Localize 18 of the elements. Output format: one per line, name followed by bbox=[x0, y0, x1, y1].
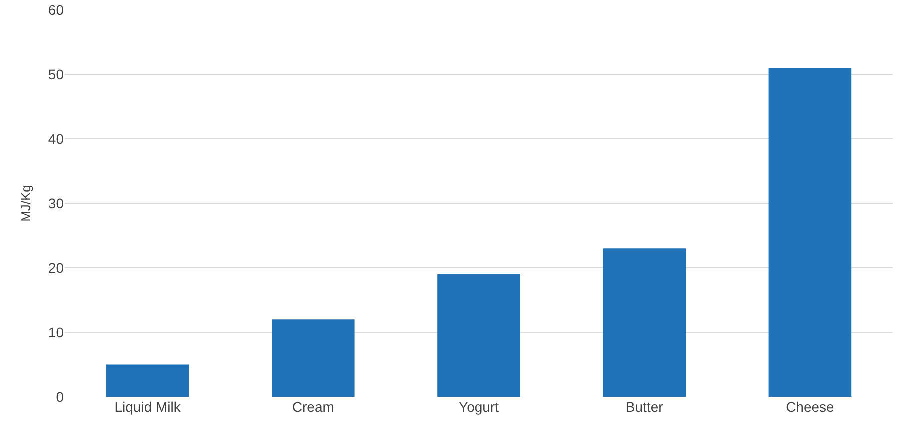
x-tick-label: Butter bbox=[626, 399, 664, 415]
x-tick-label: Yogurt bbox=[459, 399, 500, 415]
bar bbox=[438, 274, 520, 397]
y-axis-title: MJ/Kg bbox=[18, 185, 34, 222]
bar bbox=[272, 320, 355, 397]
y-tick-label: 40 bbox=[48, 130, 64, 147]
y-tick-label: 0 bbox=[56, 388, 64, 405]
bar bbox=[603, 248, 686, 397]
x-tick-label: Cheese bbox=[786, 399, 835, 415]
x-tick-label: Cream bbox=[292, 399, 334, 415]
x-tick-label: Liquid Milk bbox=[114, 399, 182, 415]
y-tick-label: 50 bbox=[48, 66, 64, 82]
y-tick-label: 20 bbox=[48, 260, 64, 276]
y-tick-label: 60 bbox=[48, 2, 64, 18]
y-tick-label: 30 bbox=[48, 195, 64, 212]
bar bbox=[768, 68, 852, 397]
y-tick-label: 10 bbox=[48, 324, 64, 340]
bar bbox=[106, 364, 190, 397]
